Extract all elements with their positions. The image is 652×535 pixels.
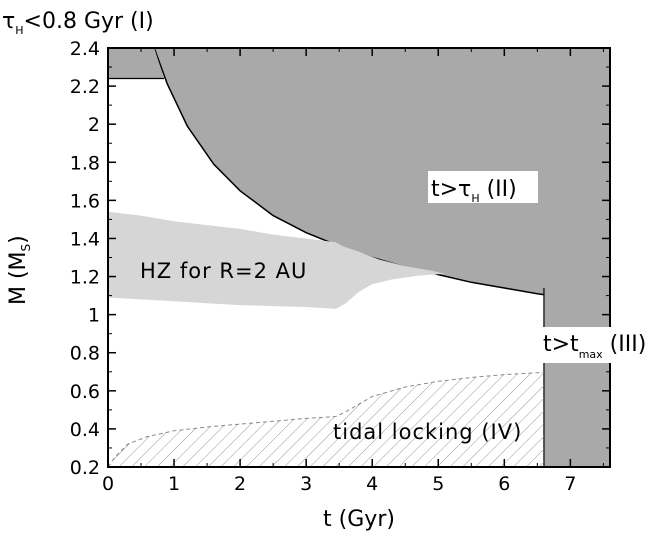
y-tick-label: 1.8: [70, 152, 100, 174]
x-tick-label: 1: [168, 473, 180, 495]
y-tick-label: 1.6: [70, 190, 100, 212]
region-i-area: [108, 48, 165, 79]
tidal-locking-curve: [108, 372, 544, 467]
tidal-locking-label: tidal locking (IV): [333, 420, 522, 444]
hz-label: HZ for R=2 AU: [140, 259, 307, 283]
region-i-label: τH<0.8 Gyr (I): [2, 9, 154, 37]
x-tick-label: 0: [102, 473, 114, 495]
regions-layer: [108, 48, 610, 467]
x-tick-label: 4: [366, 473, 378, 495]
y-tick-label: 2: [88, 114, 100, 136]
y-tick-label: 1.2: [70, 267, 100, 289]
x-tick-label: 3: [300, 473, 312, 495]
hz-area: [108, 211, 445, 309]
tidal-locking-area: [108, 372, 544, 467]
y-tick-label: 0.6: [70, 381, 100, 403]
x-tick-label: 6: [498, 473, 510, 495]
y-tick-label: 0.8: [70, 343, 100, 365]
y-axis-label: M (MS): [6, 235, 33, 305]
x-tick-label: 5: [432, 473, 444, 495]
region-ii-area: [154, 48, 610, 304]
x-axis-ticks: 0 1 2 3 4 5 6 7: [102, 48, 604, 495]
y-tick-label: 2.4: [70, 38, 100, 60]
x-tick-label: 2: [234, 473, 246, 495]
region-iii-area: [543, 48, 610, 467]
x-tick-label: 7: [564, 473, 576, 495]
region-iii-label-box: [540, 327, 611, 363]
y-tick-label: 1: [88, 305, 100, 327]
x-axis-label: t (Gyr): [323, 507, 395, 532]
region-ii-label: t>τH (II): [431, 177, 517, 205]
region-ii-label-box: [428, 171, 538, 203]
y-tick-label: 2.2: [70, 76, 100, 98]
y-tick-label: 0.4: [70, 419, 100, 441]
y-tick-label: 0.2: [70, 457, 100, 479]
y-tick-label: 1.4: [70, 228, 100, 250]
region-iii-label: t>tmax (III): [543, 332, 646, 361]
y-axis-ticks: 0.2 0.4 0.6 0.8 1 1.2 1.4 1.6 1.8 2 2.2 2.4: [70, 38, 610, 479]
